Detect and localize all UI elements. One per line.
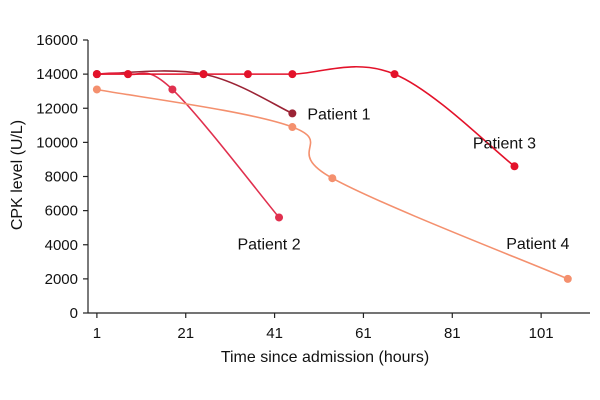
y-tick-label: 0 [70, 305, 78, 322]
y-tick-label: 6000 [45, 203, 78, 220]
y-tick-label: 8000 [45, 169, 78, 186]
x-tick-label: 101 [529, 325, 554, 342]
series-lines [96, 65, 569, 280]
x-axis-title: Time since admission (hours) [221, 349, 429, 366]
axes: 0 2000 4000 6000 8000 10000 12000 14000 16000 1 21… [36, 32, 590, 342]
y-tick-label: 4000 [45, 237, 78, 254]
patient-4-label: Patient 4 [506, 236, 569, 253]
patient-1-label: Patient 1 [307, 106, 370, 123]
patient-3-point [92, 70, 101, 79]
y-tick-label: 12000 [36, 100, 78, 117]
patient-4-point [92, 85, 101, 94]
x-tick-label: 81 [444, 325, 461, 342]
series-labels: Patient 1 Patient 2 Patient 3 Patient 4 [237, 106, 569, 253]
patient-1-point [288, 109, 297, 118]
patient-4-point [288, 123, 297, 132]
patient-2-point [168, 85, 177, 94]
x-tick-label: 1 [93, 325, 101, 342]
patient-4-point [328, 174, 337, 183]
patient-4-point [563, 274, 572, 283]
patient-2-point [275, 213, 284, 222]
x-tick-label: 41 [266, 325, 283, 342]
patient-3-point [510, 162, 519, 171]
y-tick-label: 16000 [36, 32, 78, 49]
patient-3-label: Patient 3 [473, 135, 536, 152]
y-tick-label: 2000 [45, 271, 78, 288]
series-points [92, 70, 572, 283]
y-axis-title: CPK level (U/L) [9, 120, 26, 230]
x-tick-label: 21 [177, 325, 194, 342]
patient-3-point [243, 70, 252, 79]
patient-3-point [288, 70, 297, 79]
patient-4-line [96, 88, 569, 280]
y-tick-label: 14000 [36, 66, 78, 83]
patient-3-line [96, 65, 515, 167]
x-tick-label: 61 [355, 325, 372, 342]
patient-2-line [96, 72, 280, 218]
patient-2-label: Patient 2 [237, 236, 300, 253]
patient-3-point [390, 70, 399, 79]
y-tick-label: 10000 [36, 134, 78, 151]
patient-3-point [199, 70, 208, 79]
patient-3-point [123, 70, 132, 79]
